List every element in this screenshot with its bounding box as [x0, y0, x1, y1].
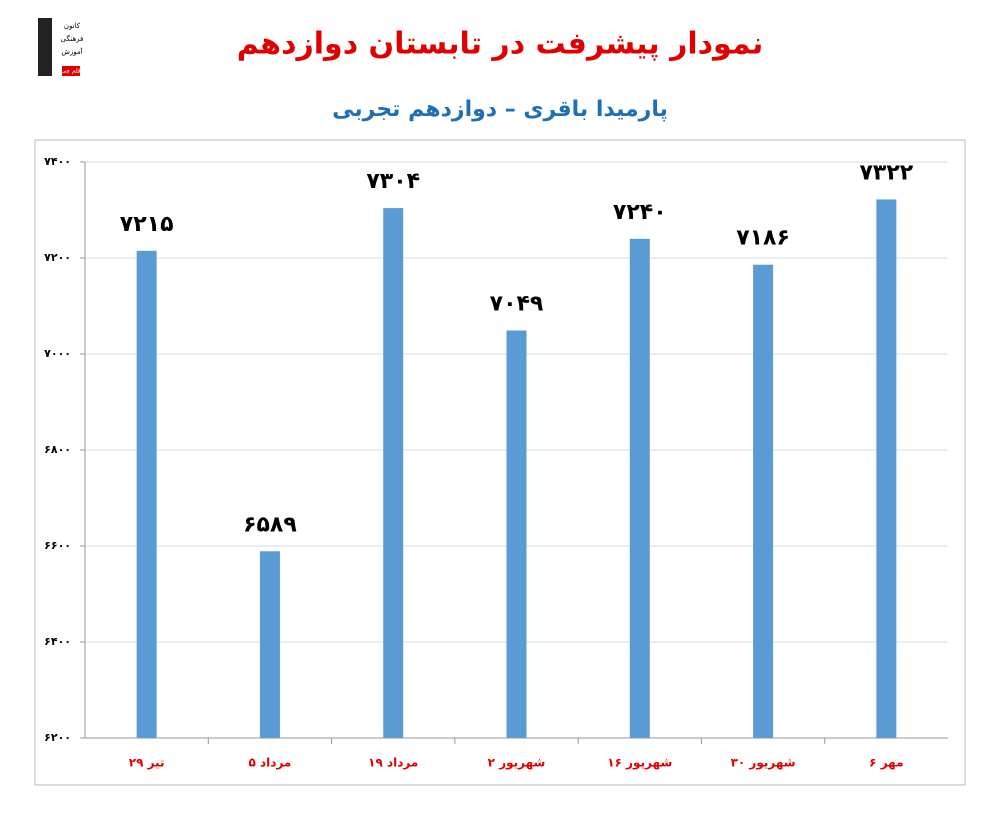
- bar: [753, 264, 774, 738]
- bar: [506, 330, 527, 738]
- x-tick-label: ۲۹ تیر: [129, 756, 165, 770]
- x-tick-label: ۵ مرداد: [249, 756, 292, 770]
- x-tick-label: ۲ شهریور: [488, 756, 546, 771]
- logo-text: فرهنگی: [61, 34, 84, 43]
- chart-subtitle: پارمیدا باقری – دوازدهم تجربی: [332, 97, 668, 122]
- value-label: ۷۲۱۵: [120, 212, 174, 237]
- y-tick-label: ۶۲۰۰: [44, 731, 71, 744]
- x-tick-label: ۱۶ شهریور: [607, 756, 672, 771]
- logo-text: قلم چی: [61, 68, 81, 75]
- value-label: ۷۳۰۴: [366, 169, 420, 194]
- plot-frame: [34, 139, 966, 786]
- y-tick-label: ۷۴۰۰: [44, 155, 71, 168]
- logo-text: کانون: [64, 22, 81, 30]
- x-tick-label: ۶ مهر: [869, 756, 903, 770]
- x-tick-label: ۳۰ شهریور: [731, 756, 796, 771]
- logo-text: آموزش: [61, 47, 83, 56]
- bar: [629, 238, 650, 739]
- logo: کانون فرهنگی آموزش قلم چی: [38, 18, 84, 76]
- y-tick-label: ۶۴۰۰: [44, 635, 71, 648]
- value-label: ۷۱۸۶: [736, 226, 790, 251]
- y-tick-label: ۶۸۰۰: [44, 443, 71, 456]
- bar: [383, 208, 404, 738]
- bar: [136, 250, 157, 739]
- value-label: ۷۲۴۰: [613, 200, 667, 225]
- logo-figure: [38, 18, 52, 76]
- y-tick-label: ۷۲۰۰: [44, 251, 71, 264]
- y-tick-label: ۷۰۰۰: [44, 347, 71, 360]
- x-tick-label: ۱۹ مرداد: [368, 756, 418, 770]
- value-label: ۶۵۸۹: [243, 512, 297, 537]
- bar: [259, 551, 280, 738]
- logo-badge: [62, 66, 80, 76]
- y-tick-label: ۶۶۰۰: [44, 539, 71, 552]
- bar: [876, 199, 897, 738]
- chart-title: نمودار پیشرفت در تابستان دوازدهم: [237, 27, 763, 62]
- value-label: ۷۰۴۹: [490, 291, 544, 316]
- value-label: ۷۳۲۲: [859, 160, 913, 185]
